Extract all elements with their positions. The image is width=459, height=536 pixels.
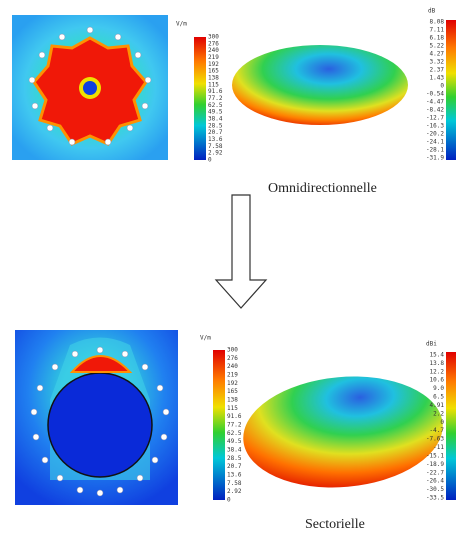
colorbar-label: 219 — [227, 372, 238, 379]
caption: Omnidirectionnelle — [268, 181, 377, 196]
colorbar-label: 300 — [227, 347, 238, 354]
colorbar-label: 7.11 — [430, 27, 445, 34]
colorbar-label: -20.2 — [426, 131, 444, 138]
arrow — [216, 195, 266, 308]
colorbar-label: 4.27 — [430, 51, 445, 58]
colorbar-label: -28.1 — [426, 147, 444, 154]
colorbar-label: 62.5 — [227, 430, 242, 437]
colorbar-unit: V/m — [200, 335, 211, 342]
radiation-pattern-bottom — [239, 368, 448, 495]
colorbar-label: 13.8 — [430, 360, 445, 367]
field-map-top — [12, 15, 168, 160]
colorbar-label: 0 — [208, 157, 212, 164]
colorbar-label: 138 — [227, 397, 238, 404]
colorbar-label: 77.2 — [227, 422, 242, 429]
colorbar-label: -24.1 — [426, 139, 444, 146]
colorbar-label: 9.0 — [433, 385, 444, 392]
colorbar-unit: dBi — [426, 341, 437, 348]
colorbar-unit: V/m — [176, 21, 187, 28]
colorbar-label: 5.22 — [430, 43, 445, 50]
colorbar-label: 2.2 — [433, 410, 444, 417]
colorbar — [194, 37, 206, 160]
colorbar-label: 28.5 — [227, 455, 242, 462]
colorbar-label: 6.5 — [433, 394, 444, 401]
colorbar-label: 192 — [227, 380, 238, 387]
colorbar-label: 10.6 — [430, 377, 445, 384]
colorbar-label: 0 — [227, 497, 231, 504]
colorbar-label: 38.4 — [227, 447, 242, 454]
colorbar-label: -15.1 — [426, 452, 444, 459]
caption: Sectorielle — [305, 517, 365, 532]
colorbar-label: 3.32 — [430, 59, 445, 66]
colorbar-label: 7.58 — [227, 480, 242, 487]
colorbar-label: -4.7 — [430, 427, 445, 434]
field-map-bottom — [15, 330, 178, 505]
colorbar-label: -12.7 — [426, 115, 444, 122]
colorbar-label: 13.6 — [227, 472, 242, 479]
colorbar-label: 0 — [440, 83, 444, 90]
colorbar-label: 240 — [227, 363, 238, 370]
colorbar-label: -0.54 — [426, 91, 444, 98]
colorbar-unit: dB — [428, 8, 436, 15]
colorbar-label: 6.18 — [430, 35, 445, 42]
colorbar-label: 4.91 — [430, 402, 445, 409]
colorbar-label: 1.43 — [430, 75, 445, 82]
colorbar-label: 49.5 — [227, 438, 242, 445]
colorbar-label: 165 — [227, 388, 238, 395]
colorbar-label: 91.6 — [227, 413, 242, 420]
colorbar-label: 2.37 — [430, 67, 445, 74]
colorbar-label: 276 — [227, 355, 238, 362]
colorbar-label: 2.92 — [227, 488, 242, 495]
colorbar-label: -22.7 — [426, 469, 444, 476]
colorbar-label: 0 — [440, 419, 444, 426]
colorbar-label: 12.2 — [430, 368, 445, 375]
colorbar-label: -4.47 — [426, 99, 444, 106]
colorbar-label: -33.5 — [426, 495, 444, 502]
radiation-pattern-top — [232, 45, 408, 125]
figure: Omnidirectionnelle Sectorielle V/m 300276… — [0, 0, 459, 536]
colorbar-label: -30.5 — [426, 486, 444, 493]
colorbar-label: -16.3 — [426, 123, 444, 130]
colorbar-label: 20.7 — [227, 463, 242, 470]
colorbar — [446, 20, 456, 160]
colorbar-label: 8.08 — [430, 19, 445, 26]
colorbar-label: -11 — [433, 444, 444, 451]
colorbar-label: 15.4 — [430, 352, 445, 359]
colorbar-label: -18.9 — [426, 461, 444, 468]
colorbar — [213, 350, 225, 500]
colorbar-label: -8.42 — [426, 107, 444, 114]
colorbar — [446, 352, 456, 500]
colorbar-label: -31.9 — [426, 155, 444, 162]
colorbar-label: 115 — [227, 405, 238, 412]
colorbar-label: -7.63 — [426, 436, 444, 443]
colorbar-label: -26.4 — [426, 478, 444, 485]
